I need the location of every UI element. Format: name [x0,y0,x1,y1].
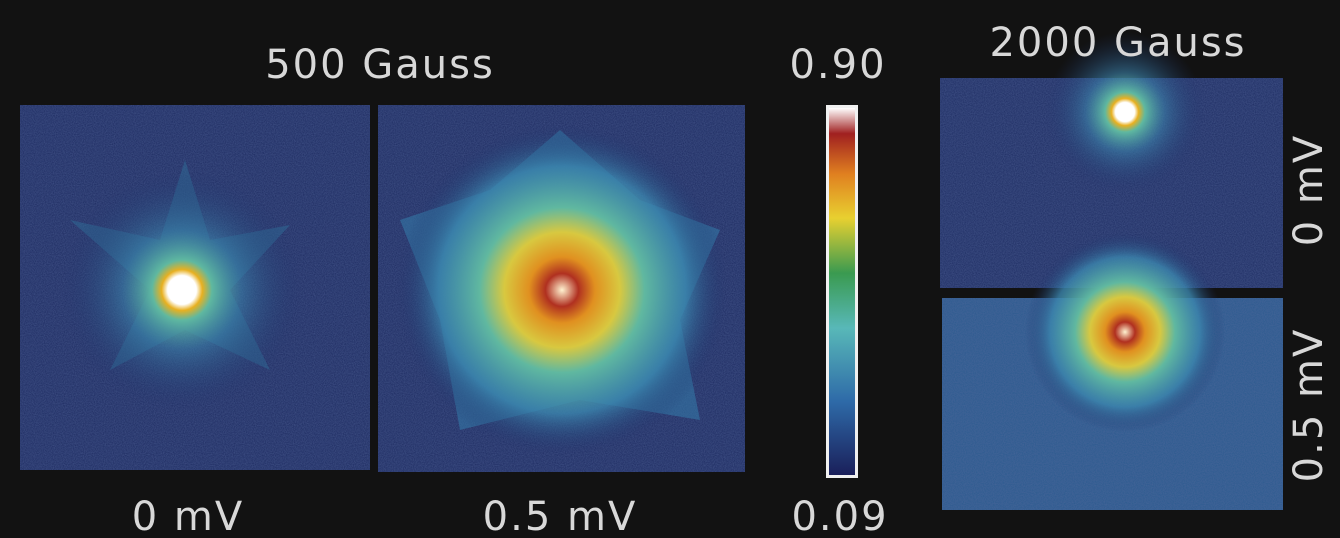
label-05mv: 0.5 mV [483,494,638,538]
title-500-gauss: 500 Gauss [265,42,495,88]
colorbar-min: 0.09 [791,494,888,538]
image-500g-05mv [378,105,745,472]
image-500g-0mv [20,105,370,470]
label-0mv: 0 mV [132,494,245,538]
label-2000-0mv: 0 mV [1286,134,1332,247]
title-2000-gauss: 2000 Gauss [989,20,1246,66]
label-2000-05mv: 0.5 mV [1286,328,1332,483]
colorbar-max: 0.90 [789,42,886,88]
colorbar [826,105,858,478]
figure: 500 Gauss 0.90 2000 Gauss 0 mV 0.5 mV 0.… [0,0,1340,538]
